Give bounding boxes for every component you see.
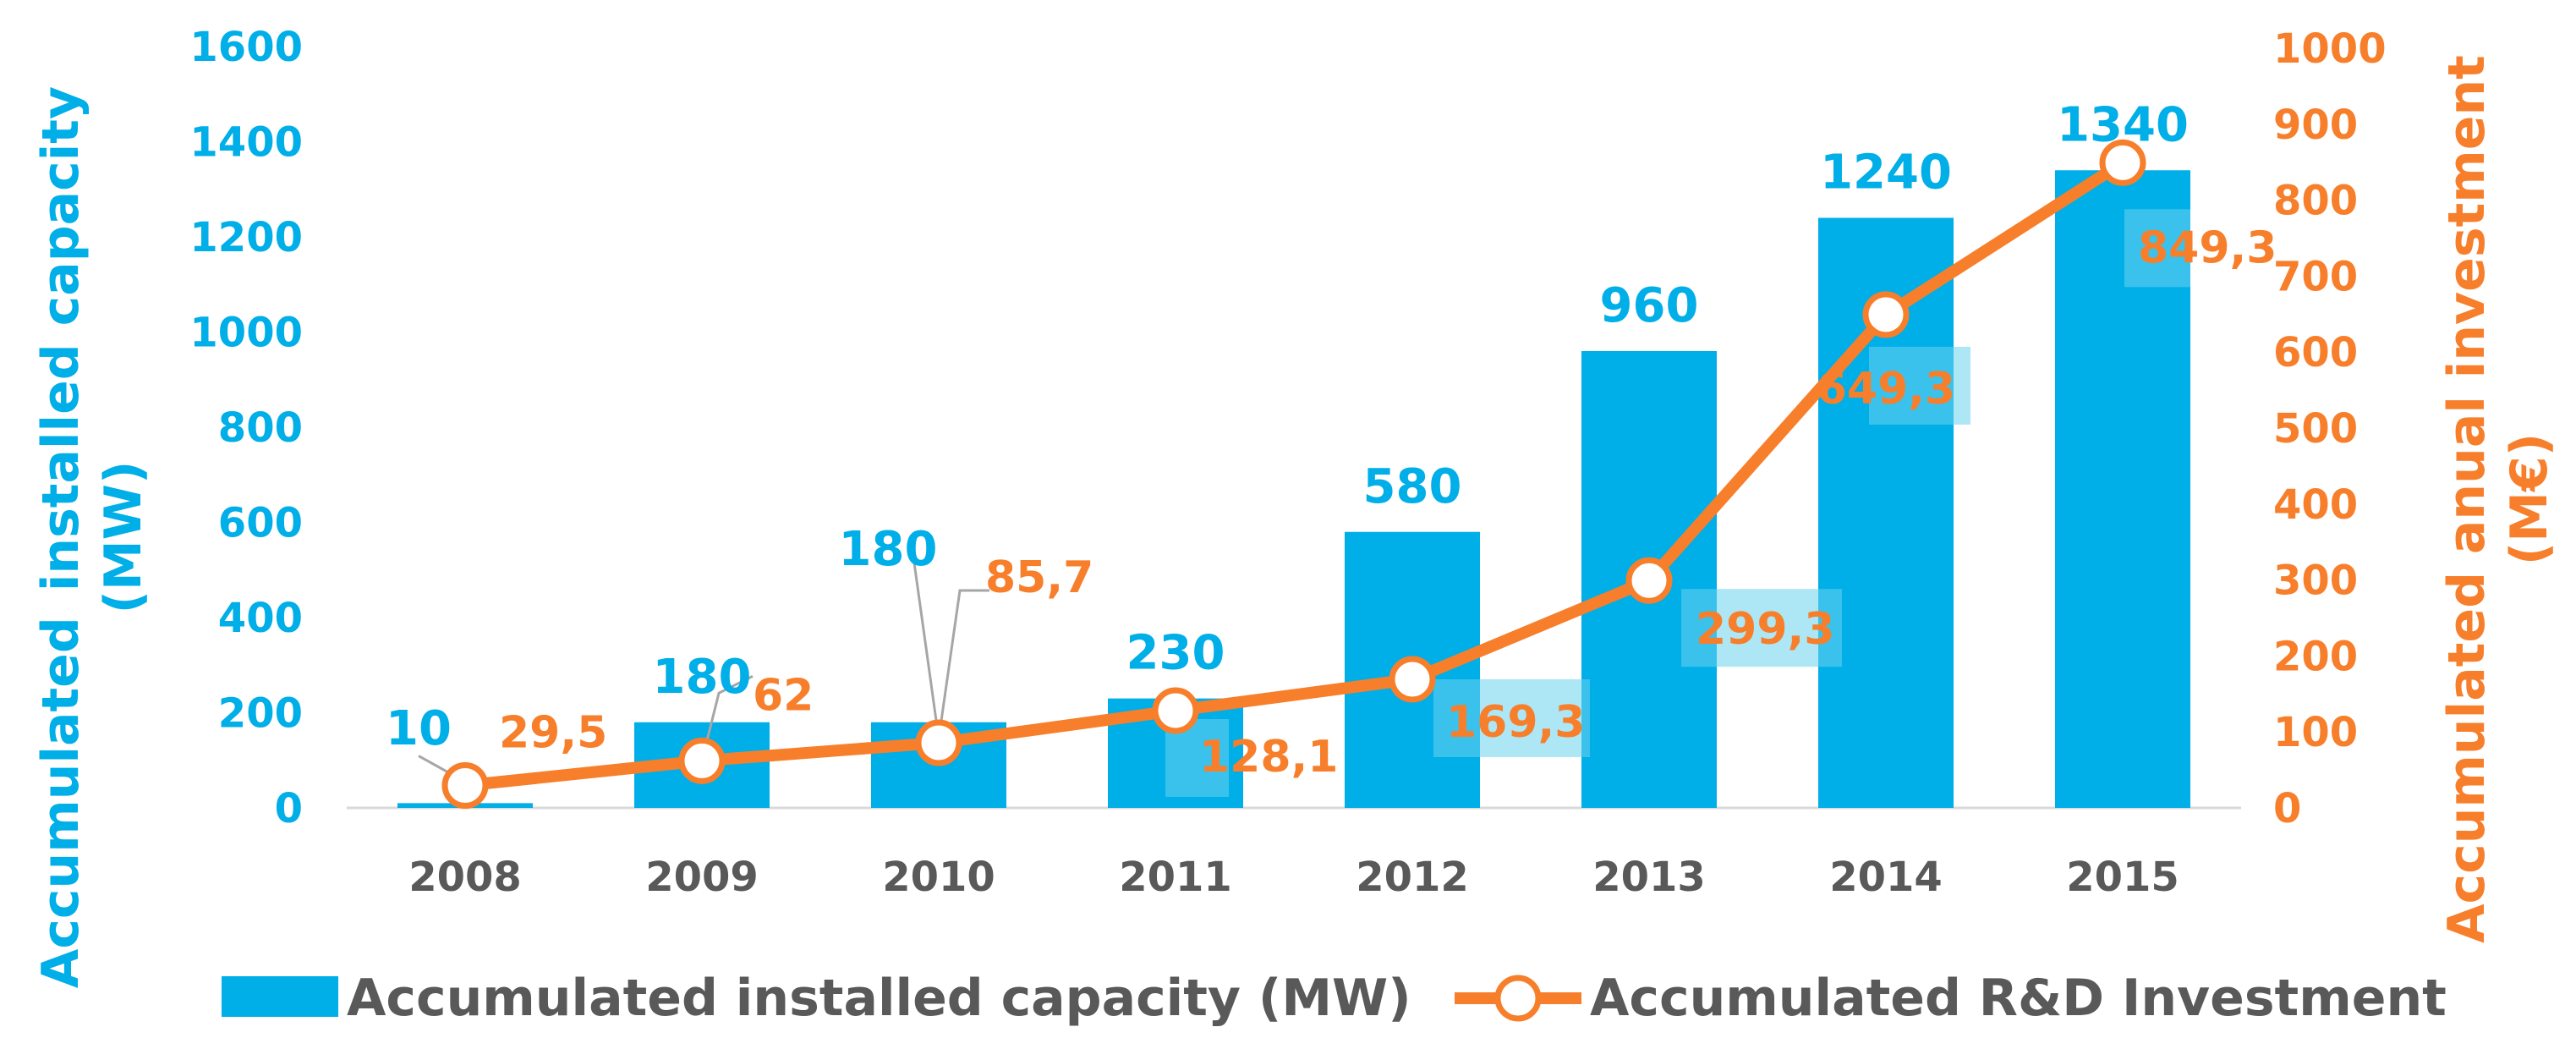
y-right-tick-label: 800 bbox=[2273, 178, 2358, 225]
investment-marker-2011 bbox=[1152, 687, 1199, 734]
investment-marker-2013 bbox=[1625, 557, 1673, 604]
investment-marker-2014 bbox=[1862, 291, 1910, 338]
x-tick-label: 2009 bbox=[645, 854, 759, 901]
line-label-2011: 128,1 bbox=[1199, 732, 1338, 783]
axes-group: 0 200 400 600 800 1000 1200 1400 1600 0 100 200 300 4… bbox=[31, 24, 2559, 988]
bar-label-2012: 580 bbox=[1363, 459, 1462, 514]
y-right-tick-label: 900 bbox=[2273, 102, 2358, 149]
y-left-tick-label: 0 bbox=[275, 785, 303, 832]
y-left-tick-label: 1400 bbox=[189, 119, 303, 167]
x-tick-label: 2015 bbox=[2066, 854, 2179, 901]
y-right-tick-label: 500 bbox=[2273, 405, 2358, 453]
investment-marker-2010 bbox=[915, 719, 962, 766]
y-left-axis-title-line: (MW) bbox=[94, 461, 153, 614]
legend-bar-swatch bbox=[222, 976, 338, 1017]
y-right-tick-label: 600 bbox=[2273, 329, 2358, 376]
y-left-tick-label: 1000 bbox=[189, 310, 303, 357]
bar-label-2013: 960 bbox=[1600, 278, 1699, 333]
y-right-tick-label: 0 bbox=[2273, 785, 2301, 832]
bar-label-2011: 230 bbox=[1126, 626, 1225, 681]
x-tick-label: 2010 bbox=[882, 854, 995, 901]
y-left-axis-title: Accumulated installed capacity(MW) bbox=[31, 86, 153, 988]
bar-label-2010: 180 bbox=[839, 522, 938, 577]
bar-label-2009: 180 bbox=[653, 650, 752, 705]
line-label-2014: 649,3 bbox=[1817, 364, 1955, 415]
bars-group bbox=[397, 170, 2190, 808]
bar-label-2008: 10 bbox=[386, 701, 452, 756]
leader-line-2010 bbox=[912, 556, 989, 739]
y-left-tick-label: 1600 bbox=[189, 24, 303, 71]
line-label-2012: 169,3 bbox=[1446, 697, 1585, 748]
line-label-2013: 299,3 bbox=[1696, 604, 1834, 655]
y-left-tick-label: 800 bbox=[218, 404, 303, 452]
line-series-group bbox=[441, 139, 2146, 810]
x-tick-label: 2011 bbox=[1119, 854, 1232, 901]
y-right-axis-title-line: Accumulated anual investment bbox=[2437, 55, 2497, 943]
legend: Accumulated installed capacity (MW) Accum… bbox=[222, 969, 2447, 1028]
line-label-box-2014 bbox=[1869, 346, 1970, 425]
x-tick-label: 2014 bbox=[1829, 854, 1943, 901]
legend-line-label: Accumulated R&D Investment bbox=[1590, 969, 2447, 1028]
investment-line bbox=[459, 157, 2129, 792]
y-right-tick-label: 1000 bbox=[2273, 25, 2387, 73]
line-label-box-2012 bbox=[1433, 678, 1590, 757]
investment-marker-2009 bbox=[678, 737, 726, 784]
investment-marker-2012 bbox=[1389, 656, 1436, 703]
x-tick-label: 2012 bbox=[1356, 854, 1469, 901]
line-label-box-2015 bbox=[2124, 209, 2190, 288]
line-label-box-2013 bbox=[1681, 589, 1842, 667]
line-label-2009: 62 bbox=[753, 670, 814, 721]
investment-marker-2015 bbox=[2099, 139, 2146, 186]
y-right-tick-label: 300 bbox=[2273, 557, 2358, 605]
y-right-tick-label: 700 bbox=[2273, 253, 2358, 300]
y-right-tick-label: 100 bbox=[2273, 709, 2358, 756]
x-tick-label: 2013 bbox=[1592, 854, 1706, 901]
y-right-axis-title-line: (M€) bbox=[2500, 433, 2559, 565]
y-right-tick-label: 200 bbox=[2273, 633, 2358, 680]
data-labels-group: 10 180 180 230 580 960 1240 1340 29,5 62 85,7 128,1… bbox=[386, 97, 2277, 783]
y-right-axis-title: Accumulated anual investment(M€) bbox=[2437, 55, 2559, 943]
bar-label-2014: 1240 bbox=[1820, 146, 1952, 200]
y-left-tick-label: 200 bbox=[218, 690, 303, 738]
legend-line-marker bbox=[1494, 975, 1542, 1022]
x-tick-label: 2008 bbox=[408, 854, 522, 901]
y-right-tick-label: 400 bbox=[2273, 481, 2358, 529]
bar-label-2015: 1340 bbox=[2057, 97, 2189, 152]
y-left-tick-label: 1200 bbox=[189, 214, 303, 261]
y-left-tick-label: 400 bbox=[218, 595, 303, 642]
y-left-tick-label: 600 bbox=[218, 500, 303, 547]
line-label-2015: 849,3 bbox=[2138, 222, 2277, 273]
legend-bar-label: Accumulated installed capacity (MW) bbox=[347, 969, 1411, 1028]
line-label-2008: 29,5 bbox=[499, 708, 607, 759]
line-label-2010: 85,7 bbox=[985, 552, 1093, 603]
investment-marker-2008 bbox=[441, 762, 489, 810]
y-left-axis-title-line: Accumulated installed capacity bbox=[31, 86, 90, 988]
